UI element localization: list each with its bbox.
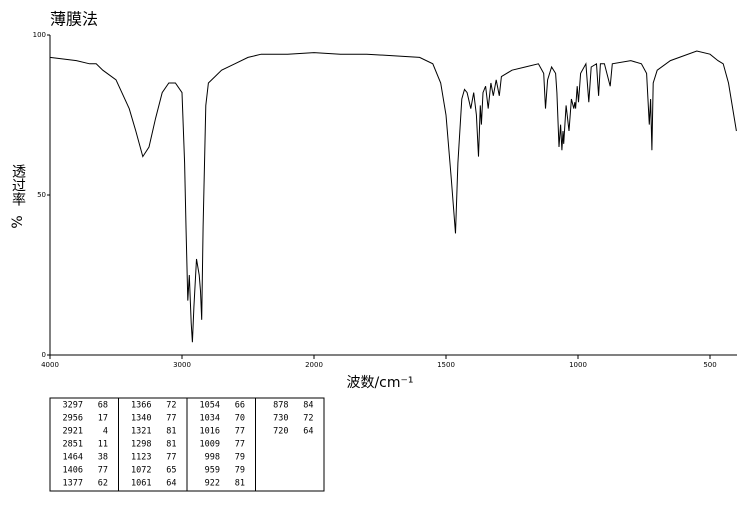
peak-transmittance: 77 (235, 427, 245, 437)
x-tick-label: 4000 (41, 361, 59, 369)
peak-transmittance: 38 (98, 453, 108, 463)
peak-transmittance: 77 (98, 466, 108, 476)
peak-transmittance: 79 (235, 453, 245, 463)
x-tick-label: 1000 (569, 361, 587, 369)
peak-wavenumber: 878 (273, 401, 288, 411)
peak-transmittance: 17 (98, 414, 108, 424)
peak-transmittance: 64 (303, 427, 313, 437)
peak-wavenumber: 1464 (63, 453, 83, 463)
y-tick-label: 100 (33, 31, 46, 39)
peak-transmittance: 66 (235, 401, 245, 411)
peak-transmittance: 72 (166, 401, 176, 411)
peak-wavenumber: 1377 (63, 479, 83, 489)
x-tick-label: 1500 (437, 361, 455, 369)
x-tick-label: 500 (703, 361, 716, 369)
peak-wavenumber: 1298 (131, 440, 151, 450)
peak-wavenumber: 998 (205, 453, 220, 463)
peak-transmittance: 77 (235, 440, 245, 450)
y-tick-label: 50 (37, 191, 46, 199)
peak-transmittance: 72 (303, 414, 313, 424)
peak-wavenumber: 2921 (63, 427, 83, 437)
peak-wavenumber: 922 (205, 479, 220, 489)
peak-transmittance: 65 (166, 466, 176, 476)
peak-wavenumber: 720 (273, 427, 288, 437)
peak-wavenumber: 2956 (63, 414, 83, 424)
x-axis-label: 波数/cm⁻¹ (346, 375, 413, 391)
peak-wavenumber: 1061 (131, 479, 151, 489)
peak-wavenumber: 730 (273, 414, 288, 424)
peak-wavenumber: 1072 (131, 466, 151, 476)
peak-transmittance: 84 (303, 401, 313, 411)
peak-transmittance: 68 (98, 401, 108, 411)
y-axis-unit: % (10, 215, 26, 228)
peak-wavenumber: 1054 (200, 401, 220, 411)
x-tick-label: 3000 (173, 361, 191, 369)
peak-wavenumber: 1034 (200, 414, 220, 424)
peak-wavenumber: 1123 (131, 453, 151, 463)
y-tick-label: 0 (42, 351, 46, 359)
peak-wavenumber: 1016 (200, 427, 220, 437)
peak-transmittance: 79 (235, 466, 245, 476)
peak-wavenumber: 1009 (200, 440, 220, 450)
peak-transmittance: 70 (235, 414, 245, 424)
peak-wavenumber: 1366 (131, 401, 151, 411)
peak-transmittance: 81 (166, 440, 176, 450)
x-tick-label: 2000 (305, 361, 323, 369)
peak-wavenumber: 1406 (63, 466, 83, 476)
y-axis-label: 透过率 (10, 164, 26, 206)
peak-transmittance: 4 (103, 427, 108, 437)
peak-transmittance: 62 (98, 479, 108, 489)
peak-wavenumber: 959 (205, 466, 220, 476)
peak-transmittance: 81 (235, 479, 245, 489)
peak-transmittance: 77 (166, 453, 176, 463)
peak-transmittance: 81 (166, 427, 176, 437)
peak-wavenumber: 1340 (131, 414, 151, 424)
peak-transmittance: 11 (98, 440, 108, 450)
peak-transmittance: 77 (166, 414, 176, 424)
peak-wavenumber: 3297 (63, 401, 83, 411)
peak-wavenumber: 1321 (131, 427, 151, 437)
peak-wavenumber: 2851 (63, 440, 83, 450)
spectrum-line (49, 50, 737, 343)
chart-title: 薄膜法 (50, 10, 98, 29)
peak-transmittance: 64 (166, 479, 176, 489)
